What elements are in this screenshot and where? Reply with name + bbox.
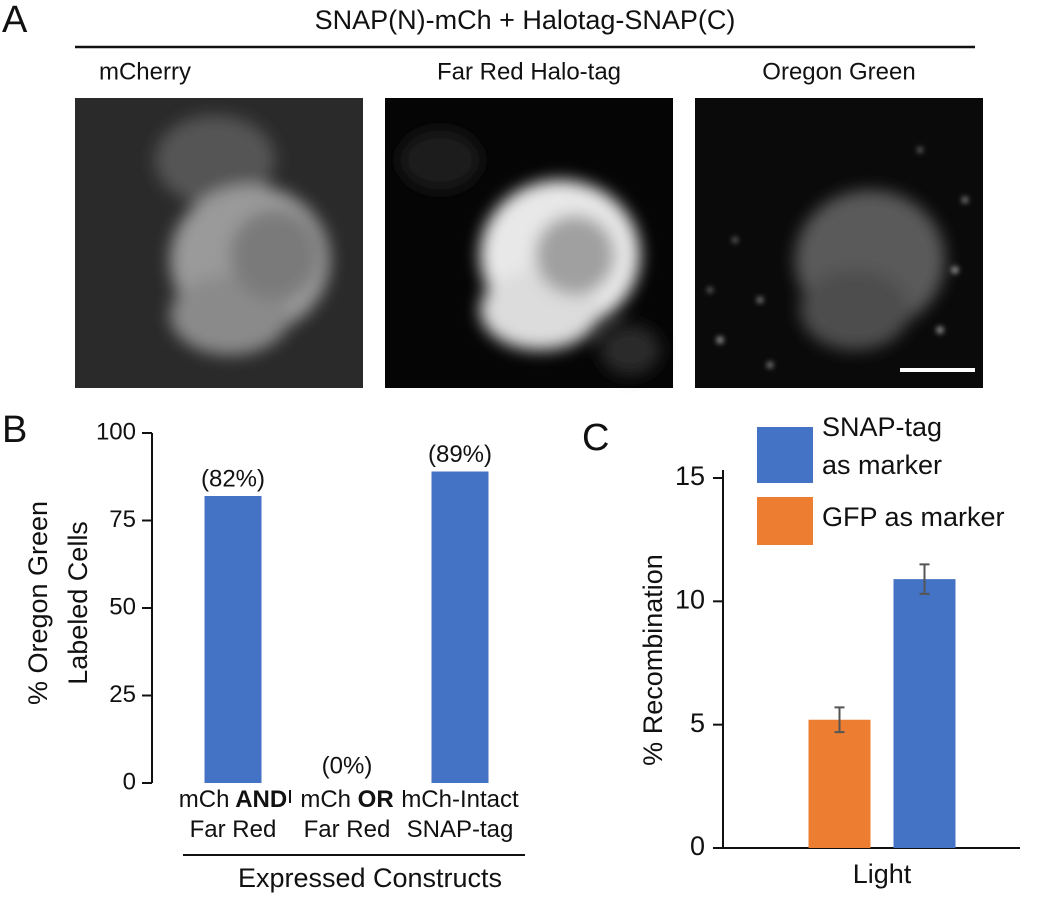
- x-tick-label: Light: [853, 859, 912, 889]
- y-tick-label: 0: [690, 831, 705, 861]
- y-tick-label: 15: [675, 461, 705, 491]
- panel-letter: B: [2, 409, 27, 451]
- x-tick-label: Far Red: [190, 816, 277, 843]
- bar: [893, 579, 956, 848]
- image-label: Oregon Green: [762, 58, 915, 85]
- legend-label: GFP as marker: [822, 502, 1005, 532]
- header: SNAP(N)-mCh + Halotag-SNAP(C): [315, 5, 736, 35]
- panel-letter: A: [2, 0, 28, 41]
- legend-swatch: [757, 427, 813, 483]
- x-tick-label: mCh-Intact: [401, 786, 519, 813]
- x-axis-label: Expressed Constructs: [238, 863, 502, 893]
- y-axis-label: % Recombination: [638, 554, 668, 766]
- micrograph: [75, 98, 363, 388]
- x-tick-label: mCh OR: [300, 786, 393, 813]
- x-tick-label: Far Red: [304, 816, 391, 843]
- y-tick-label: 5: [690, 708, 705, 738]
- x-tick-label: SNAP-tag: [407, 816, 514, 843]
- y-tick-label: 25: [109, 681, 136, 708]
- value-label: (89%): [428, 441, 492, 468]
- y-tick-label: 75: [109, 506, 136, 533]
- y-tick-label: 50: [109, 593, 136, 620]
- y-tick-label: 10: [675, 584, 705, 614]
- panel-letter: C: [582, 417, 609, 459]
- bar: [808, 719, 871, 848]
- x-tick-label: mCh AND: [179, 786, 287, 813]
- legend-label: SNAP-tag as marker: [822, 412, 942, 480]
- y-tick-label: 0: [123, 768, 136, 795]
- bar: [204, 496, 262, 783]
- legend-swatch: [757, 497, 813, 545]
- error-bar: [919, 563, 930, 595]
- image-label: Far Red Halo-tag: [437, 58, 621, 85]
- micrograph: [695, 98, 983, 388]
- y-axis-label: Labeled Cells: [63, 521, 93, 685]
- image-label: mCherry: [99, 58, 191, 85]
- bar: [431, 471, 489, 783]
- y-axis-label: % Oregon Green: [23, 501, 53, 705]
- error-bar: [834, 706, 845, 734]
- y-tick-label: 100: [96, 418, 136, 445]
- value-label: (82%): [201, 465, 265, 492]
- micrograph: [385, 98, 673, 388]
- value-label: (0%): [322, 752, 373, 779]
